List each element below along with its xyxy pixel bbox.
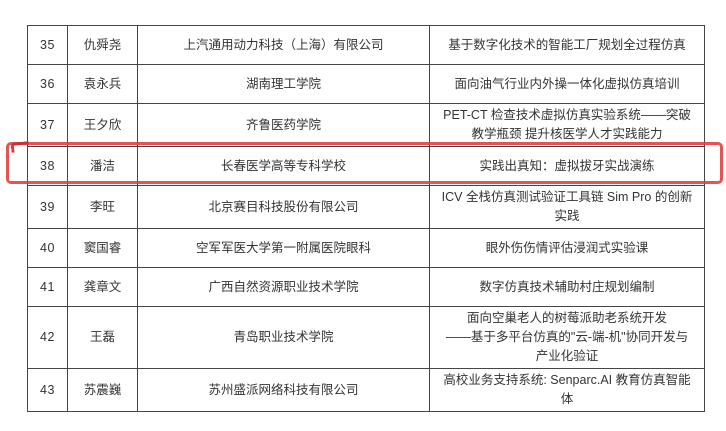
table-row-highlighted: 38 潘洁 长春医学高等专科学校 实践出真知：虚拟拔牙实战演练 [27,146,705,186]
organization: 长春医学高等专科学校 [137,146,430,186]
row-number: 36 [27,64,68,104]
table-row: 43 苏震巍 苏州盛派网络科技有限公司 高校业务支持系统: Senparc.AI… [27,368,705,412]
table-row: 40 窦国睿 空军军医大学第一附属医院眼科 眼外伤伤情评估浸润式实验课 [27,228,705,268]
organization: 广西自然资源职业技术学院 [137,267,430,307]
row-number: 38 [27,146,68,186]
project-title: 眼外伤伤情评估浸润式实验课 [429,228,705,268]
organization: 齐鲁医药学院 [137,103,430,147]
table-row: 37 王夕欣 齐鲁医药学院 PET-CT 检查技术虚拟仿真实验系统——突破 教学… [27,103,705,147]
project-title: 高校业务支持系统: Senparc.AI 教育仿真智能 体 [429,368,705,412]
person-name: 李旺 [67,185,138,229]
project-title: 面向空巢老人的树莓派助老系统开发 ——基于多平台仿真的"云-端-机"协同开发与 … [429,306,705,369]
project-title: 数字仿真技术辅助村庄规划编制 [429,267,705,307]
project-title: PET-CT 检查技术虚拟仿真实验系统——突破 教学瓶颈 提升核医学人才实践能力 [429,103,705,147]
project-title: ICV 全栈仿真测试验证工具链 Sim Pro 的创新 实践 [429,185,705,229]
organization: 空军军医大学第一附属医院眼科 [137,228,430,268]
row-number: 35 [27,25,68,65]
row-number: 41 [27,267,68,307]
row-number: 42 [27,306,68,369]
person-name: 龚章文 [67,267,138,307]
table-row: 36 袁永兵 湖南理工学院 面向油气行业内外操一体化虚拟仿真培训 [27,64,705,104]
person-name: 潘洁 [67,146,138,186]
table-row: 39 李旺 北京赛目科技股份有限公司 ICV 全栈仿真测试验证工具链 Sim P… [27,185,705,229]
person-name: 窦国睿 [67,228,138,268]
table-row: 35 仇舜尧 上汽通用动力科技（上海）有限公司 基于数字化技术的智能工厂规划全过… [27,25,705,65]
person-name: 王磊 [67,306,138,369]
award-list-document: 35 仇舜尧 上汽通用动力科技（上海）有限公司 基于数字化技术的智能工厂规划全过… [27,25,705,412]
person-name: 王夕欣 [67,103,138,147]
organization: 北京赛目科技股份有限公司 [137,185,430,229]
organization: 苏州盛派网络科技有限公司 [137,368,430,412]
organization: 湖南理工学院 [137,64,430,104]
organization: 青岛职业技术学院 [137,306,430,369]
row-number: 43 [27,368,68,412]
row-number: 39 [27,185,68,229]
organization: 上汽通用动力科技（上海）有限公司 [137,25,430,65]
project-title: 实践出真知：虚拟拔牙实战演练 [429,146,705,186]
person-name: 苏震巍 [67,368,138,412]
award-table: 35 仇舜尧 上汽通用动力科技（上海）有限公司 基于数字化技术的智能工厂规划全过… [27,25,705,412]
project-title: 基于数字化技术的智能工厂规划全过程仿真 [429,25,705,65]
table-row: 42 王磊 青岛职业技术学院 面向空巢老人的树莓派助老系统开发 ——基于多平台仿… [27,306,705,369]
row-number: 40 [27,228,68,268]
project-title: 面向油气行业内外操一体化虚拟仿真培训 [429,64,705,104]
table-row: 41 龚章文 广西自然资源职业技术学院 数字仿真技术辅助村庄规划编制 [27,267,705,307]
row-number: 37 [27,103,68,147]
person-name: 袁永兵 [67,64,138,104]
person-name: 仇舜尧 [67,25,138,65]
